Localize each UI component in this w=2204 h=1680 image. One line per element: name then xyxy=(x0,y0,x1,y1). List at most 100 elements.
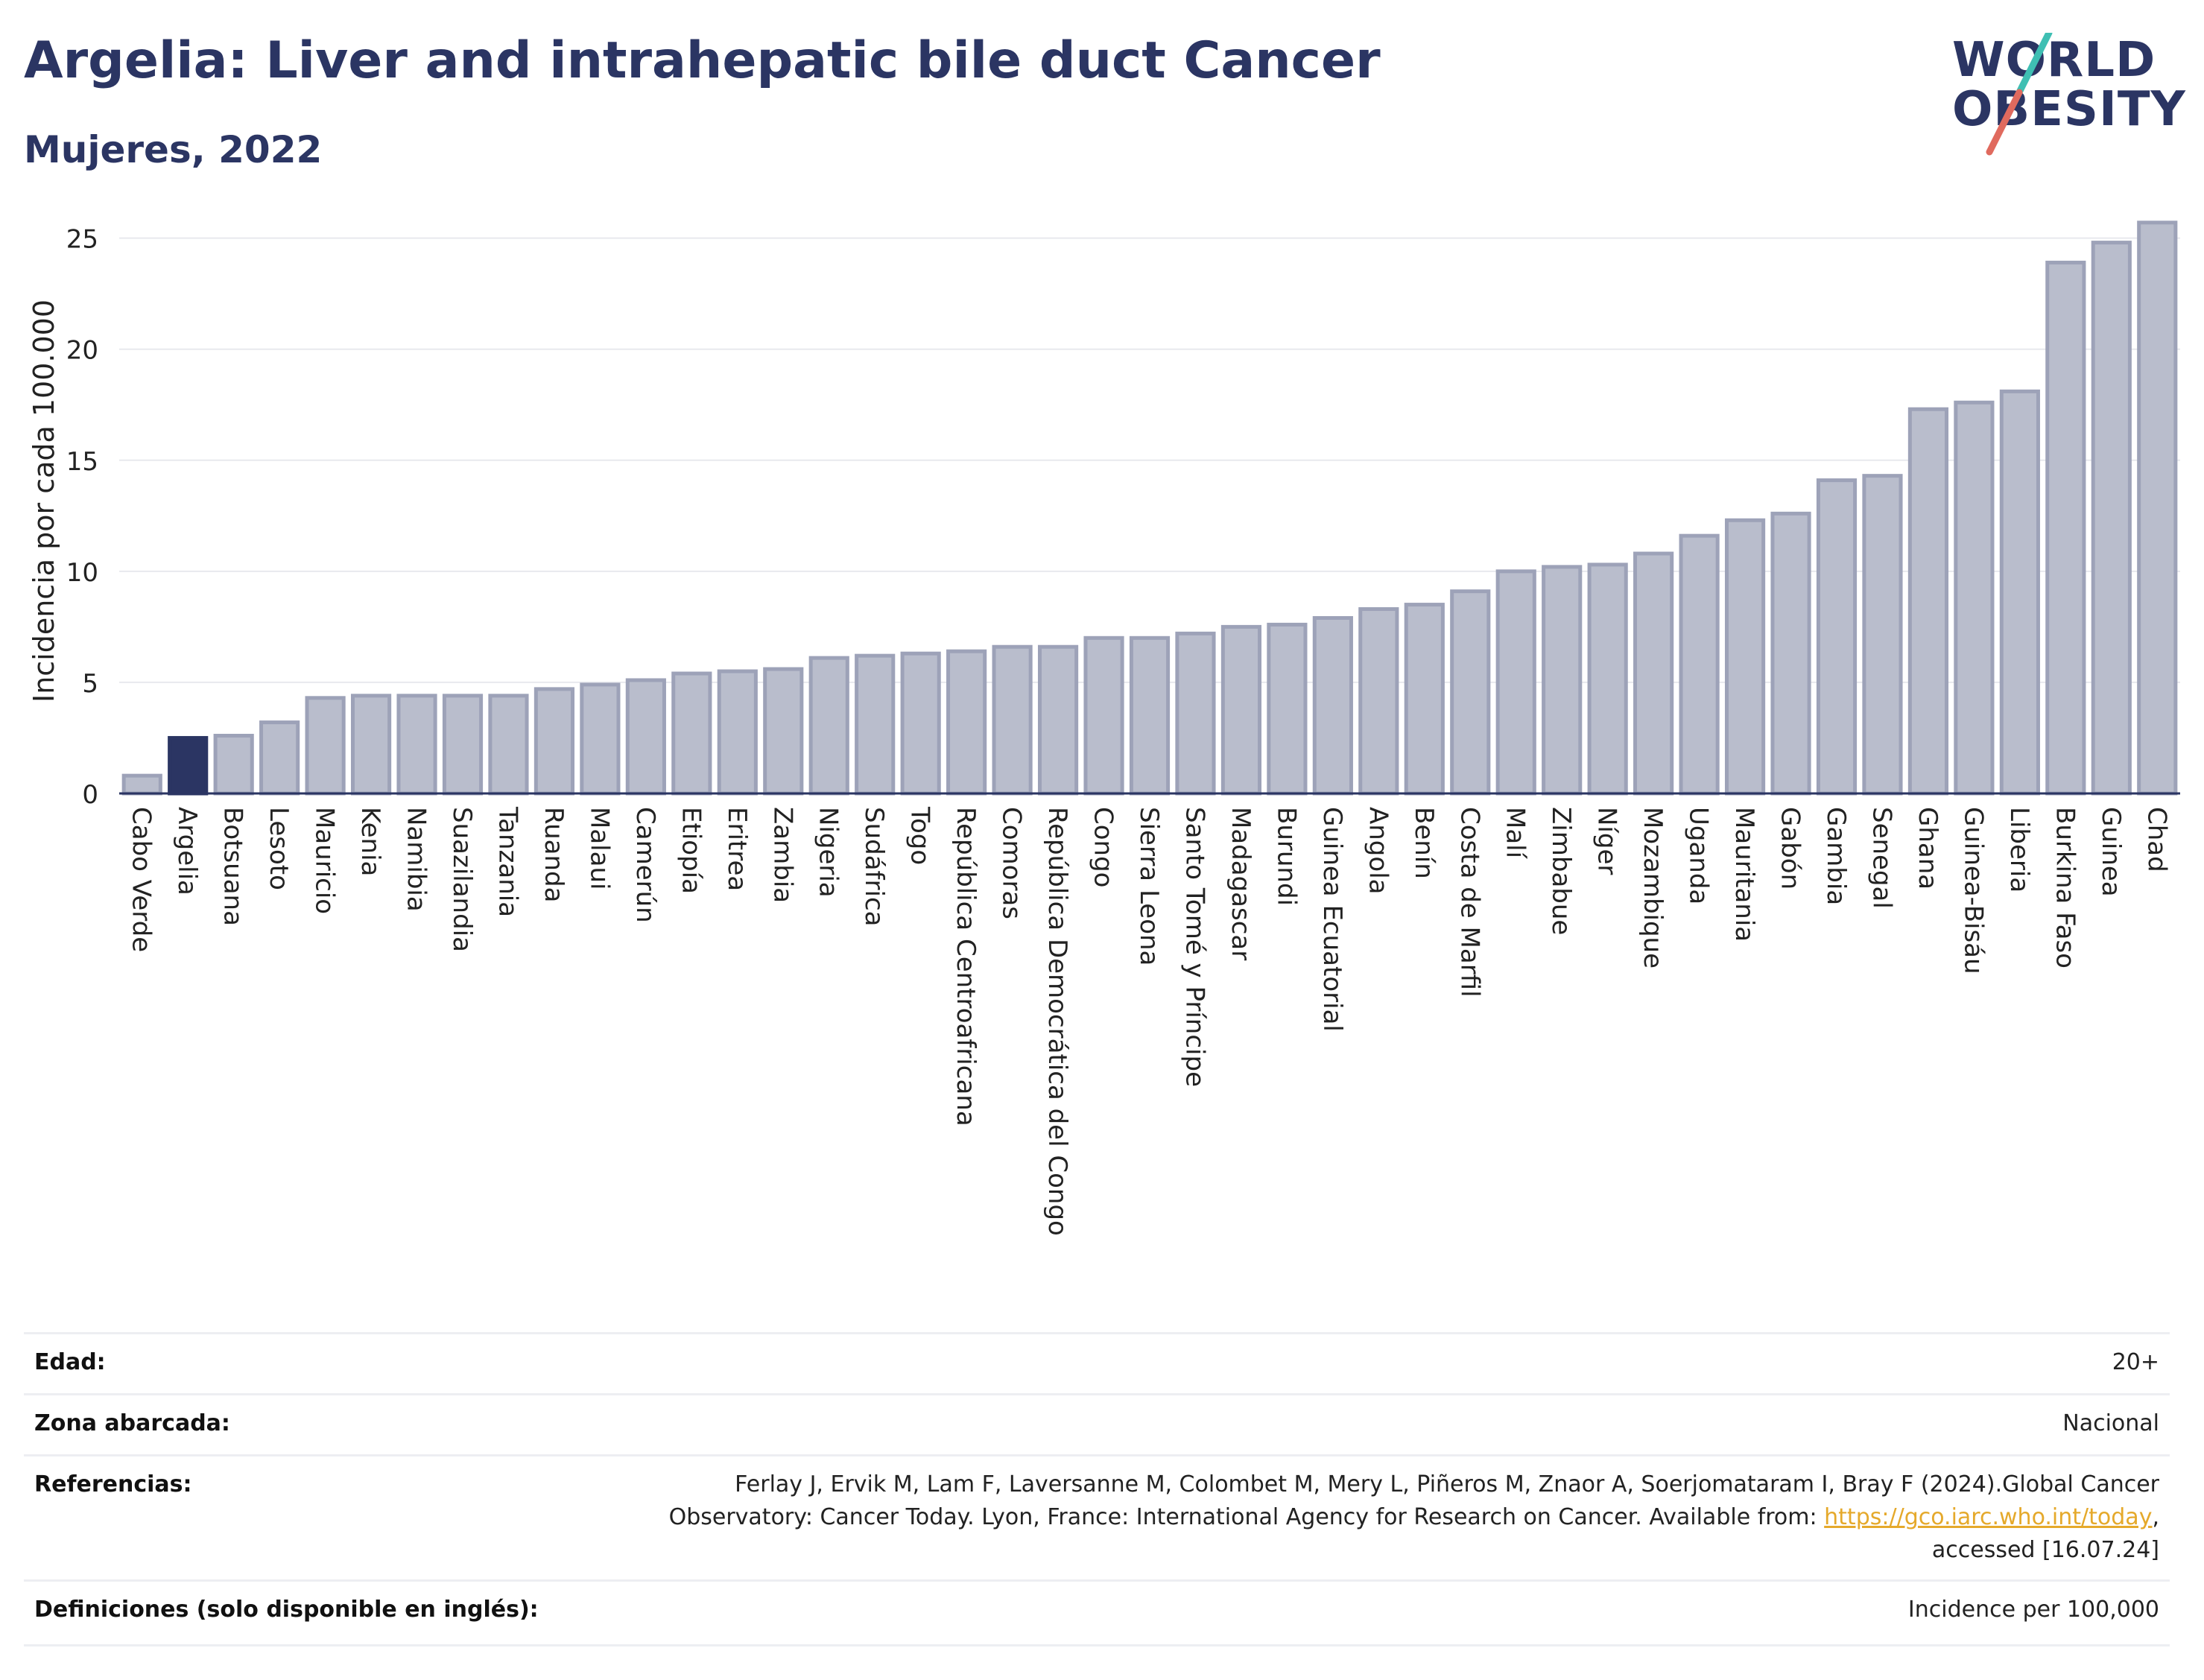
x-tick-label: Angola xyxy=(1363,807,1393,894)
references-line-1: Ferlay J, Ervik M, Lam F, Laversanne M, … xyxy=(735,1471,2159,1497)
x-tick-label: Zimbabue xyxy=(1546,807,1576,935)
x-tick-label: Argelia xyxy=(172,807,202,896)
bar-mauritania xyxy=(1724,518,1766,796)
x-tick-label: Cabo Verde xyxy=(127,807,156,952)
bar-gabón xyxy=(1770,511,1811,796)
x-tick-label: Senegal xyxy=(1866,807,1896,909)
x-tick-label: Zambia xyxy=(767,807,797,903)
x-tick-label: Malaui xyxy=(584,807,614,890)
x-tick-label: Namibia xyxy=(402,807,431,912)
references-line-2: Observatory: Cancer Today. Lyon, France:… xyxy=(669,1501,2159,1534)
y-tick-label: 5 xyxy=(82,669,98,699)
x-tick-label: Comoras xyxy=(997,807,1027,919)
bar-namibia xyxy=(396,694,437,796)
x-tick-label: Santo Tomé y Príncipe xyxy=(1179,807,1209,1087)
bar-nigeria xyxy=(808,656,849,796)
y-axis-label: Incidencia por cada 100.000 xyxy=(28,299,60,703)
x-tick-label: Gabón xyxy=(1776,807,1805,890)
bar-camerún xyxy=(625,678,666,796)
x-tick-label: Togo xyxy=(905,806,935,865)
chart-title: Argelia: Liver and intrahepatic bile duc… xyxy=(24,31,1381,90)
bar-argelia xyxy=(168,735,209,796)
references-value: Ferlay J, Ervik M, Lam F, Laversanne M, … xyxy=(669,1468,2159,1567)
x-tick-label: República Democrática del Congo xyxy=(1042,807,1072,1236)
bar-senegal xyxy=(1862,474,1903,796)
bar-burundi xyxy=(1267,622,1308,796)
x-tick-label: Mozambique xyxy=(1638,807,1668,969)
logo-slash-icon xyxy=(1986,33,2053,156)
x-tick-label: Chad xyxy=(2141,807,2171,872)
x-tick-label: Congo xyxy=(1089,807,1118,887)
bar-togo xyxy=(900,651,941,796)
x-tick-label: Burundi xyxy=(1271,807,1301,906)
x-tick-label: Sudáfrica xyxy=(859,807,889,926)
bar-níger xyxy=(1587,562,1628,796)
x-tick-label: Sierra Leona xyxy=(1134,807,1164,966)
x-tick-label: Tanzania xyxy=(493,806,522,917)
bar-benín xyxy=(1404,603,1445,796)
x-tick-label: Madagascar xyxy=(1226,807,1255,960)
x-tick-label: Burkina Faso xyxy=(2050,807,2080,969)
bar-kenia xyxy=(350,694,392,796)
definitions-value: Incidence per 100,000 xyxy=(1907,1597,2159,1623)
x-tick-label: Mauritania xyxy=(1729,807,1759,942)
chart-subtitle: Mujeres, 2022 xyxy=(24,128,323,171)
bar-malaui xyxy=(580,682,621,796)
y-tick-label: 25 xyxy=(66,225,98,255)
x-tick-label: Guinea-Bisáu xyxy=(1958,807,1988,974)
bar-zambia xyxy=(763,667,804,796)
x-tick-label: Guinea xyxy=(2096,807,2126,897)
bar-uganda xyxy=(1679,533,1720,796)
bar-tanzania xyxy=(488,694,529,796)
definitions-label: Definiciones (solo disponible en inglés)… xyxy=(34,1597,539,1623)
references-link[interactable]: https://gco.iarc.who.int/today xyxy=(1824,1504,2153,1530)
x-tick-label: Costa de Marfil xyxy=(1454,807,1484,998)
info-row-references: Referencias: Ferlay J, Ervik M, Lam F, L… xyxy=(24,1454,2170,1580)
bar-guinea xyxy=(2091,241,2132,796)
age-label: Edad: xyxy=(34,1349,106,1375)
x-tick-label: Suazilandia xyxy=(447,807,477,952)
bars xyxy=(121,221,2178,796)
bar-angola xyxy=(1358,607,1399,796)
area-value: Nacional xyxy=(2062,1410,2159,1436)
bar-congo xyxy=(1083,635,1124,796)
bar-ghana xyxy=(1907,407,1949,796)
bar-etiopía xyxy=(671,671,712,796)
y-tick-label: 0 xyxy=(82,780,98,810)
references-line-2-text: Observatory: Cancer Today. Lyon, France:… xyxy=(668,1504,1825,1530)
y-tick-label: 20 xyxy=(66,336,98,366)
bar-cabo-verde xyxy=(121,773,162,796)
x-tick-label: Uganda xyxy=(1684,807,1714,904)
references-label: Referencias: xyxy=(34,1471,192,1497)
x-tick-label: Etiopía xyxy=(676,807,706,894)
y-axis-ticks: 0 5 10 15 20 25 xyxy=(66,225,98,810)
bar-mauricio xyxy=(305,696,346,796)
info-row-area: Zona abarcada: Nacional xyxy=(24,1393,2170,1455)
bar-chart: 0 5 10 15 20 25 Cabo Verde Argelia Botsuana Leso… xyxy=(28,221,2180,1236)
x-tick-label: Ghana xyxy=(1913,807,1942,890)
area-label: Zona abarcada: xyxy=(34,1410,230,1436)
y-tick-label: 15 xyxy=(66,447,98,477)
logo-line-2: OBESITY xyxy=(1952,82,2186,137)
x-axis-labels: Cabo Verde Argelia Botsuana Lesoto Mauricio K… xyxy=(127,806,2172,1236)
x-tick-label: Benín xyxy=(1409,807,1439,879)
bar-sudáfrica xyxy=(855,653,896,796)
references-line-2-end: , xyxy=(2152,1504,2159,1530)
x-tick-label: Guinea Ecuatorial xyxy=(1317,807,1347,1032)
bar-gambia xyxy=(1816,478,1858,796)
x-tick-label: Nigeria xyxy=(814,807,843,898)
x-tick-label: Mauricio xyxy=(310,807,340,914)
bar-santo-tomé-y-príncipe xyxy=(1175,631,1216,796)
bar-eritrea xyxy=(717,669,758,796)
bar-república-centroafricana xyxy=(946,649,987,796)
x-tick-label: Níger xyxy=(1592,807,1622,875)
bar-madagascar xyxy=(1220,624,1262,796)
x-tick-label: Kenia xyxy=(355,807,385,876)
bar-botsuana xyxy=(213,733,254,796)
x-tick-label: Ruanda xyxy=(539,807,569,902)
bar-liberia xyxy=(1999,389,2040,796)
bar-zimbabue xyxy=(1542,565,1583,796)
bar-comoras xyxy=(992,644,1033,796)
bar-burkina-faso xyxy=(2045,260,2086,796)
bar-costa-de-marfil xyxy=(1450,589,1491,796)
